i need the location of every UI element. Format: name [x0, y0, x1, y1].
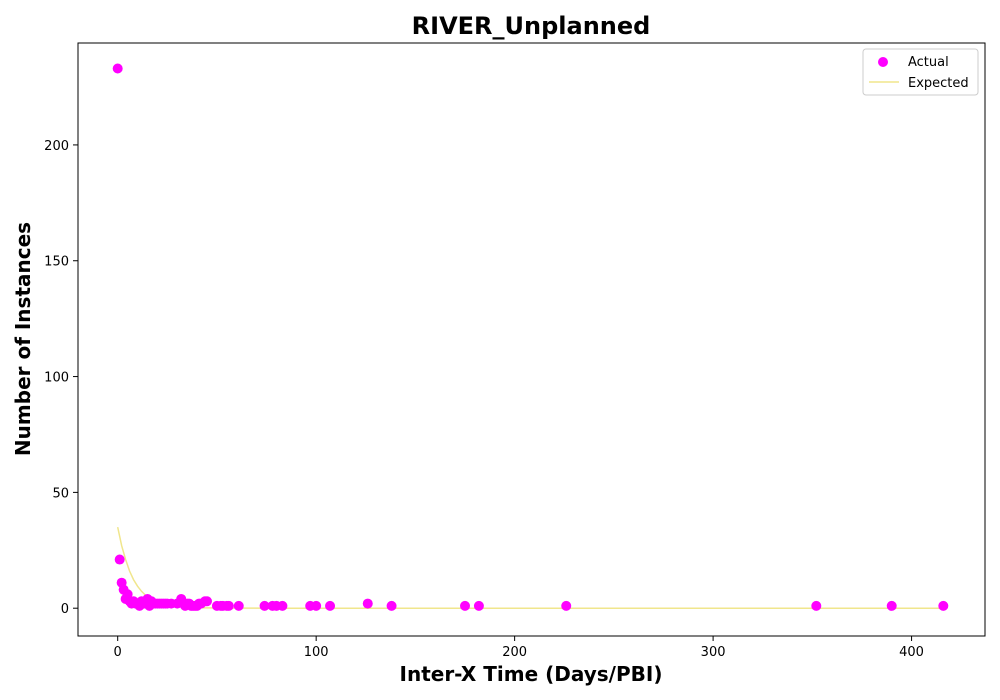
x-tick-label: 300 — [701, 645, 726, 660]
legend-actual-label: Actual — [908, 55, 949, 70]
actual-point — [886, 600, 897, 611]
x-axis-ticks: 0 100 200 300 400 — [114, 636, 924, 660]
legend-expected-label: Expected — [908, 76, 969, 91]
plot-frame — [77, 42, 986, 637]
y-axis-ticks: 0 50 100 150 200 — [44, 139, 78, 617]
legend: Actual Expected — [862, 48, 979, 96]
legend-frame — [862, 48, 979, 96]
actual-point — [114, 554, 125, 565]
x-axis-label: Inter-X Time (Days/PBI) — [400, 662, 663, 686]
actual-point — [259, 600, 270, 611]
actual-point — [311, 600, 322, 611]
actual-layer — [112, 63, 949, 611]
actual-point — [202, 596, 212, 607]
y-tick-label: 150 — [44, 255, 69, 270]
actual-point — [233, 600, 244, 611]
y-tick-label: 50 — [52, 486, 69, 501]
actual-point — [386, 600, 397, 611]
actual-point — [460, 600, 471, 611]
y-axis-label: Number of Instances — [11, 222, 35, 456]
plot-area — [77, 42, 986, 637]
y-tick-label: 0 — [61, 602, 69, 617]
x-tick-label: 400 — [899, 645, 924, 660]
x-tick-label: 0 — [114, 645, 122, 660]
legend-actual-marker — [878, 57, 888, 67]
x-tick-label: 100 — [304, 645, 329, 660]
y-tick-label: 200 — [44, 139, 69, 154]
actual-point — [811, 600, 822, 611]
actual-point — [473, 600, 484, 611]
chart-title: RIVER_Unplanned — [412, 12, 651, 40]
actual-point — [112, 63, 123, 74]
actual-point — [325, 600, 336, 611]
y-tick-label: 100 — [44, 371, 69, 386]
x-tick-label: 200 — [502, 645, 527, 660]
actual-point — [362, 598, 373, 609]
actual-point — [223, 600, 234, 611]
actual-point — [277, 600, 288, 611]
actual-point — [561, 600, 572, 611]
actual-point — [938, 600, 949, 611]
